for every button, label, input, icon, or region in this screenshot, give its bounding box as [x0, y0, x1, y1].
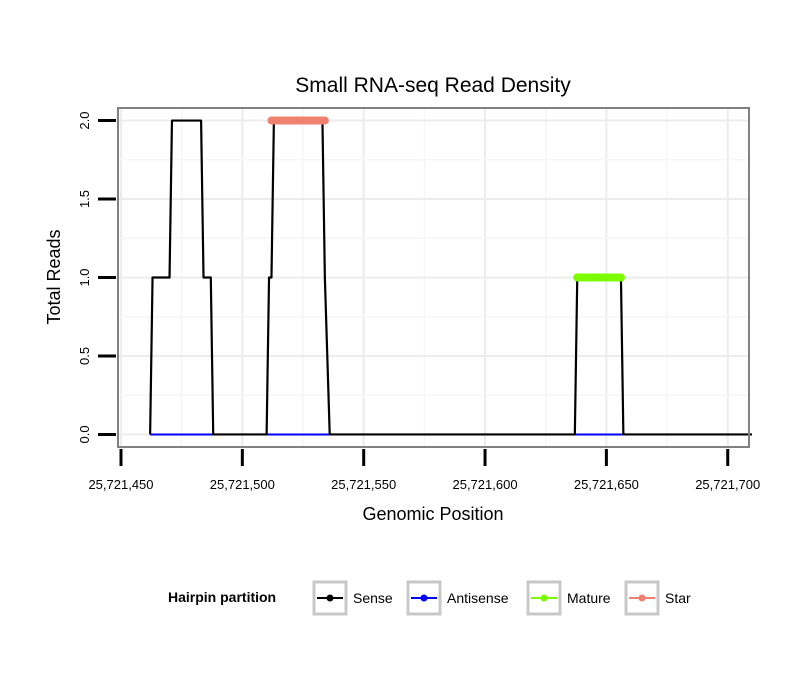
legend-key-dot [420, 594, 428, 602]
x-tick-label: 25,721,450 [88, 477, 153, 492]
plot-border [117, 107, 750, 448]
legend-key-sense [312, 580, 348, 616]
legend: Hairpin partition Sense Antisense Mature St… [168, 580, 691, 616]
y-axis: 0.0 0.5 1.0 1.5 2.0 [77, 112, 116, 443]
sense-series [149, 119, 752, 436]
y-tick-label: 0.5 [77, 347, 92, 365]
grid-lines [118, 108, 749, 447]
y-tick-label: 1.5 [77, 190, 92, 208]
y-tick-label: 2.0 [77, 112, 92, 130]
x-axis: 25,721,450 25,721,500 25,721,550 25,721,600… [88, 449, 760, 492]
y-axis-title: Total Reads [44, 229, 64, 324]
legend-key-antisense [406, 580, 442, 616]
y-tick-label: 0.0 [77, 425, 92, 443]
legend-key-star [624, 580, 660, 616]
legend-key-dot [326, 594, 334, 602]
legend-key-dot [540, 594, 548, 602]
x-tick-label: 25,721,500 [210, 477, 275, 492]
legend-key-mature [526, 580, 562, 616]
chart-title: Small RNA-seq Read Density [295, 74, 571, 97]
legend-label-antisense: Antisense [447, 590, 509, 606]
x-tick-label: 25,721,600 [452, 477, 517, 492]
x-tick-label: 25,721,550 [331, 477, 396, 492]
y-tick-label: 1.0 [77, 268, 92, 286]
legend-label-mature: Mature [567, 590, 611, 606]
legend-label-sense: Sense [353, 590, 393, 606]
legend-title: Hairpin partition [168, 589, 276, 605]
mature-star-series [267, 116, 625, 282]
legend-label-star: Star [665, 590, 691, 606]
legend-key-dot [638, 594, 646, 602]
x-tick-label: 25,721,650 [574, 477, 639, 492]
x-axis-title: Genomic Position [362, 504, 503, 524]
x-tick-label: 25,721,700 [695, 477, 760, 492]
sense-line [149, 119, 752, 436]
